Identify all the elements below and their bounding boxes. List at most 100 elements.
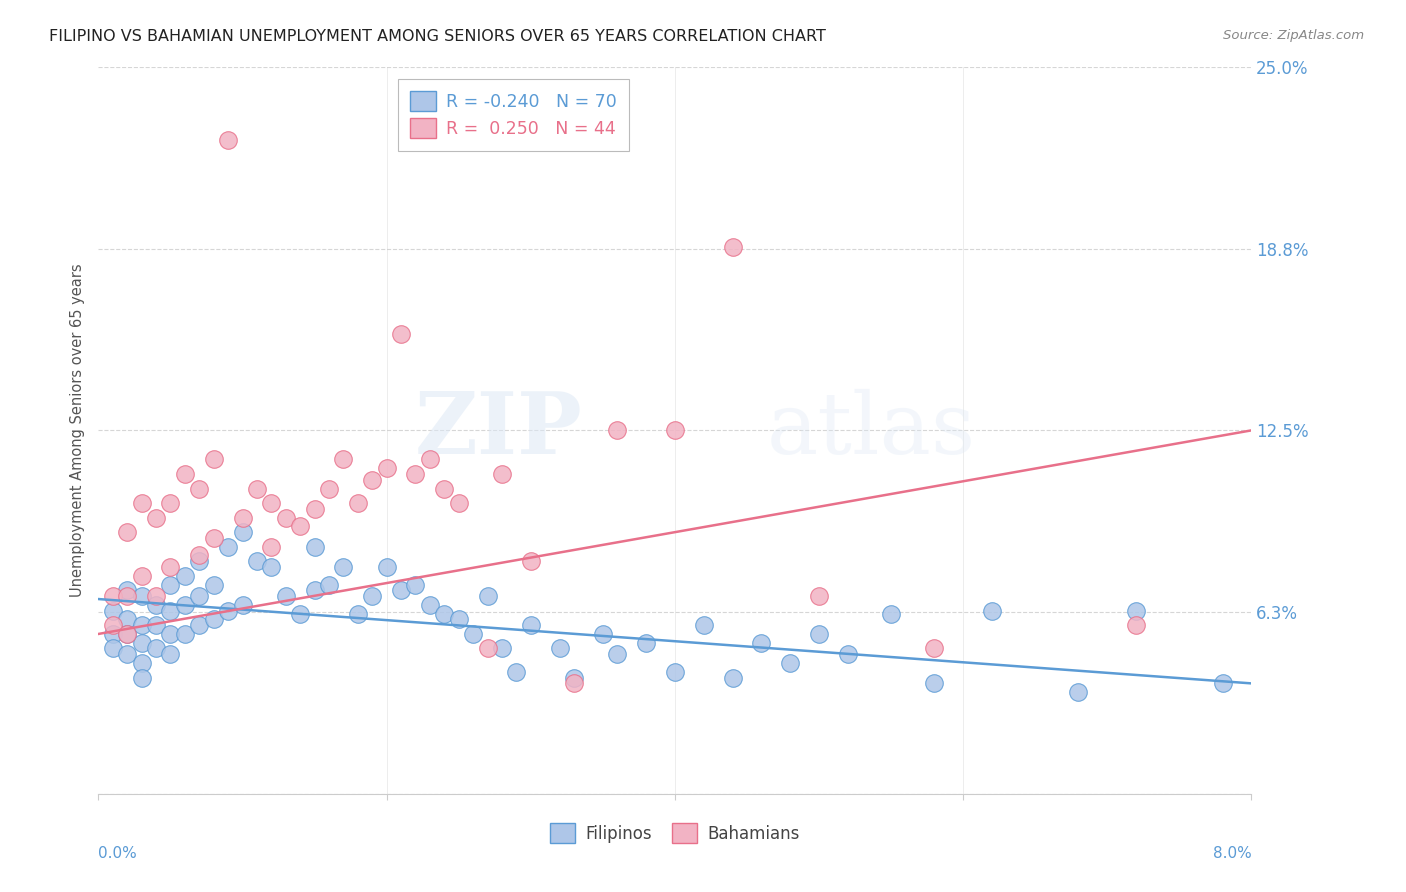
Point [808, 627, 831, 641]
Point [174, 627, 197, 641]
Point [290, 607, 312, 621]
Point [447, 612, 470, 626]
Point [405, 467, 427, 481]
Point [101, 641, 124, 656]
Point [924, 676, 946, 690]
Point [808, 589, 831, 603]
Text: ZIP: ZIP [415, 388, 582, 473]
Point [145, 641, 167, 656]
Point [346, 607, 368, 621]
Point [664, 424, 686, 438]
Point [202, 577, 225, 591]
Point [101, 589, 124, 603]
Point [389, 327, 412, 342]
Point [924, 641, 946, 656]
Legend: Filipinos, Bahamians: Filipinos, Bahamians [543, 815, 807, 851]
Point [751, 635, 773, 649]
Point [145, 598, 167, 612]
Point [246, 482, 269, 496]
Point [505, 665, 527, 679]
Point [304, 540, 326, 554]
Point [217, 540, 239, 554]
Point [562, 671, 585, 685]
Point [159, 648, 181, 662]
Point [389, 583, 412, 598]
Point [562, 676, 585, 690]
Point [145, 618, 167, 632]
Point [433, 607, 456, 621]
Point [188, 618, 211, 632]
Point [375, 461, 398, 475]
Point [304, 502, 326, 516]
Point [188, 549, 211, 563]
Point [636, 635, 658, 649]
Point [491, 467, 513, 481]
Point [101, 627, 124, 641]
Point [721, 240, 744, 254]
Point [131, 569, 153, 583]
Point [117, 583, 139, 598]
Point [174, 467, 197, 481]
Point [721, 671, 744, 685]
Point [693, 618, 716, 632]
Point [461, 627, 484, 641]
Point [375, 560, 398, 574]
Point [131, 589, 153, 603]
Point [491, 641, 513, 656]
Point [664, 665, 686, 679]
Point [606, 648, 628, 662]
Point [433, 482, 456, 496]
Point [131, 618, 153, 632]
Point [145, 589, 167, 603]
Point [304, 583, 326, 598]
Point [419, 598, 441, 612]
Point [260, 496, 283, 510]
Point [188, 589, 211, 603]
Point [131, 496, 153, 510]
Point [174, 569, 197, 583]
Point [520, 618, 543, 632]
Point [1125, 604, 1147, 618]
Text: 0.0%: 0.0% [98, 847, 138, 861]
Point [217, 132, 239, 146]
Point [361, 473, 384, 487]
Text: atlas: atlas [768, 389, 976, 472]
Point [318, 577, 340, 591]
Point [260, 560, 283, 574]
Text: Source: ZipAtlas.com: Source: ZipAtlas.com [1223, 29, 1364, 42]
Point [361, 589, 384, 603]
Point [131, 656, 153, 670]
Point [101, 604, 124, 618]
Text: 8.0%: 8.0% [1212, 847, 1251, 861]
Point [274, 510, 297, 524]
Point [332, 452, 354, 467]
Point [1067, 685, 1090, 699]
Point [318, 482, 340, 496]
Point [131, 671, 153, 685]
Point [231, 510, 254, 524]
Point [1125, 618, 1147, 632]
Point [131, 635, 153, 649]
Point [117, 589, 139, 603]
Point [447, 496, 470, 510]
Point [837, 648, 859, 662]
Point [477, 641, 499, 656]
Point [332, 560, 354, 574]
Point [405, 577, 427, 591]
Point [981, 604, 1004, 618]
Point [188, 482, 211, 496]
Point [117, 627, 139, 641]
Point [145, 510, 167, 524]
Point [202, 531, 225, 545]
Point [202, 452, 225, 467]
Point [779, 656, 801, 670]
Point [202, 612, 225, 626]
Point [1212, 676, 1234, 690]
Point [592, 627, 614, 641]
Text: FILIPINO VS BAHAMIAN UNEMPLOYMENT AMONG SENIORS OVER 65 YEARS CORRELATION CHART: FILIPINO VS BAHAMIAN UNEMPLOYMENT AMONG … [49, 29, 827, 44]
Point [246, 554, 269, 568]
Point [117, 525, 139, 540]
Point [346, 496, 368, 510]
Point [159, 560, 181, 574]
Point [274, 589, 297, 603]
